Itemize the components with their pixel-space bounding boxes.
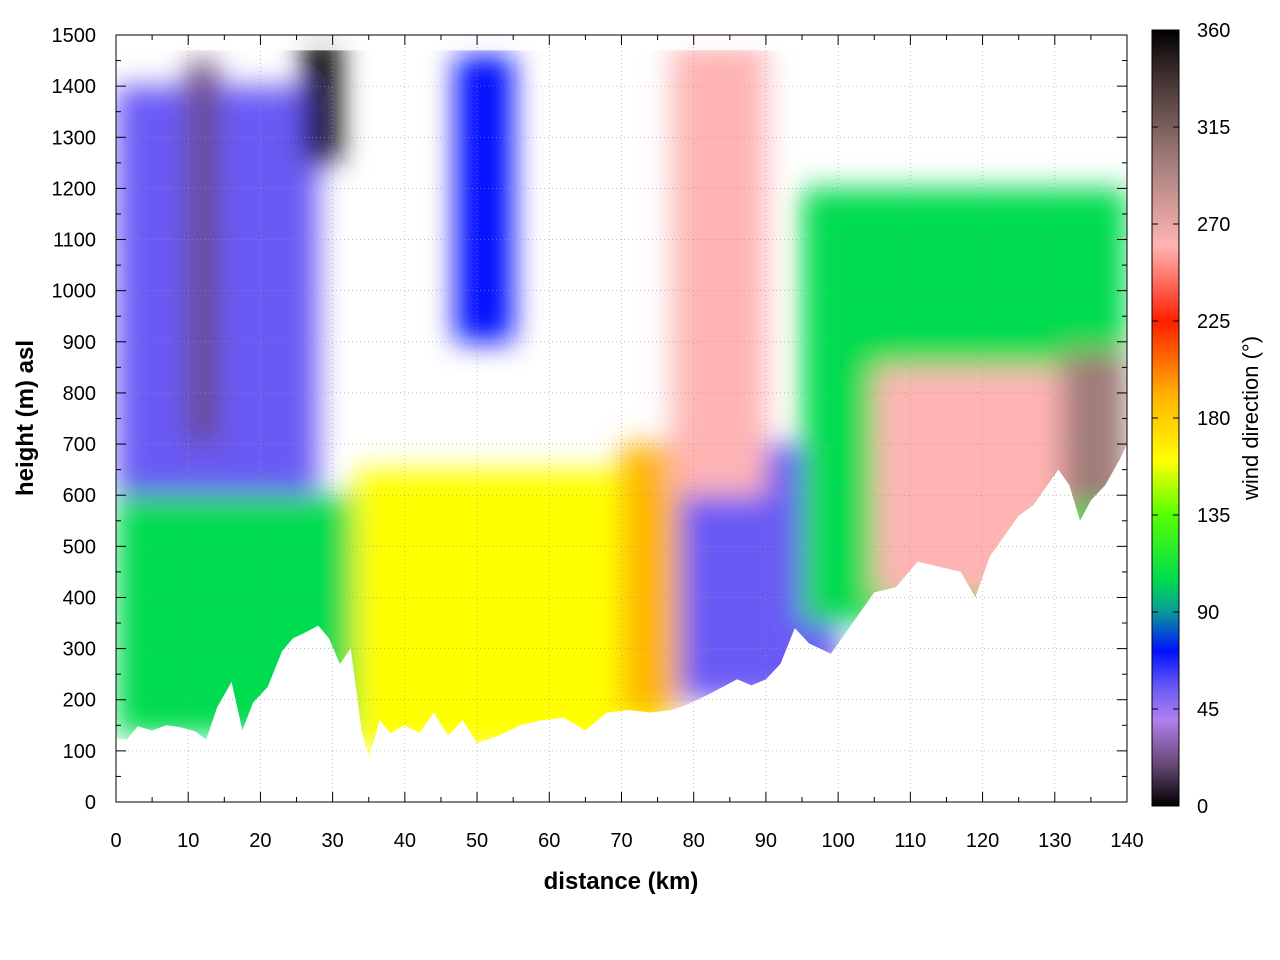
field-yellow-orange-layer [354, 469, 665, 751]
y-tick-label: 1000 [52, 281, 97, 303]
cb-tick-label: 315 [1197, 117, 1230, 139]
field-dark-purple-core-28km [303, 35, 340, 163]
y-tick-label: 500 [63, 536, 96, 558]
x-tick-label: 110 [894, 830, 926, 852]
x-tick-label: 50 [466, 830, 488, 852]
cb-tick-label: 135 [1197, 505, 1230, 527]
cb-tick-label: 0 [1197, 796, 1208, 818]
x-tick-label: 90 [755, 830, 777, 852]
colorbar-title: wind direction (°) [1238, 336, 1263, 501]
y-tick-label: 300 [63, 639, 96, 661]
x-tick-label: 130 [1038, 830, 1071, 852]
plot-area [116, 35, 1127, 802]
x-tick-label: 120 [966, 830, 999, 852]
y-tick-label: 700 [63, 434, 96, 456]
y-tick-label: 1200 [52, 178, 97, 200]
x-tick-label: 0 [110, 830, 121, 852]
field-red-pink-column-83km [672, 45, 766, 496]
field-blue-column-50km [455, 55, 514, 342]
x-tick-label: 30 [322, 830, 344, 852]
wind-field [116, 35, 1127, 802]
cb-tick-label: 90 [1197, 602, 1219, 624]
field-left-blue-upper [116, 86, 319, 496]
y-tick-label: 1100 [53, 230, 96, 252]
y-tick-label: 200 [63, 690, 96, 712]
y-tick-label: 600 [63, 485, 96, 507]
colorbar: 0 45 90 135 180 225 270 315 360 wind direction (… [1151, 20, 1263, 818]
field-orange-red-edge [621, 444, 680, 716]
cb-tick-label: 180 [1197, 408, 1230, 430]
cb-tick-label: 270 [1197, 214, 1230, 236]
cb-tick-label: 360 [1197, 20, 1230, 42]
y-tick-label: 1300 [52, 127, 97, 149]
axis-ticks: 0 10 20 30 40 50 60 70 80 90 100 110 120 130 140010020… [52, 25, 1144, 852]
x-tick-label: 100 [821, 830, 854, 852]
x-tick-label: 40 [394, 830, 416, 852]
grid-lines [116, 35, 1127, 802]
wind-field-blend [116, 35, 1127, 751]
x-tick-label: 140 [1110, 830, 1143, 852]
y-tick-label: 0 [85, 792, 96, 814]
x-tick-label: 60 [538, 830, 560, 852]
y-tick-label: 1500 [52, 25, 97, 47]
y-axis-title: height (m) asl [12, 340, 39, 496]
x-tick-label: 20 [249, 830, 271, 852]
cb-tick-label: 45 [1197, 699, 1219, 721]
y-tick-label: 100 [63, 741, 96, 763]
x-axis-title: distance (km) [544, 868, 699, 895]
field-purple-plume-12km [188, 60, 218, 445]
terrain-mask [116, 444, 1127, 802]
x-tick-label: 70 [610, 830, 632, 852]
colorbar-ticks: 0 45 90 135 180 225 270 315 360 [1152, 20, 1230, 818]
y-tick-label: 1400 [52, 76, 97, 98]
y-tick-label: 900 [63, 332, 96, 354]
cb-tick-label: 225 [1197, 311, 1230, 333]
y-tick-label: 400 [63, 587, 96, 609]
x-tick-label: 80 [683, 830, 705, 852]
y-tick-label: 800 [63, 383, 96, 405]
x-tick-label: 10 [177, 830, 199, 852]
